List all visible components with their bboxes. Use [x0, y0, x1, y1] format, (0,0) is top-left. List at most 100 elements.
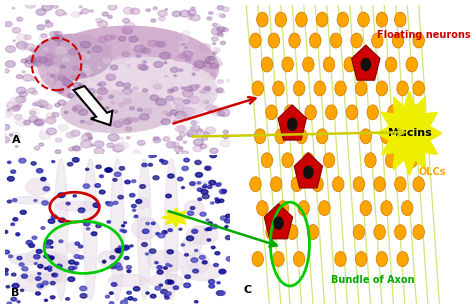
Circle shape	[183, 100, 190, 104]
Circle shape	[32, 59, 42, 66]
Circle shape	[13, 40, 15, 41]
Circle shape	[86, 121, 92, 125]
Circle shape	[66, 202, 70, 205]
Circle shape	[79, 83, 83, 86]
Circle shape	[185, 86, 193, 91]
Circle shape	[114, 111, 118, 113]
Text: A: A	[11, 134, 20, 145]
Circle shape	[133, 287, 140, 291]
Circle shape	[36, 67, 47, 75]
Circle shape	[9, 255, 13, 258]
Circle shape	[205, 56, 216, 64]
Circle shape	[215, 252, 220, 255]
Ellipse shape	[191, 181, 219, 189]
Circle shape	[78, 84, 82, 87]
Circle shape	[5, 61, 15, 67]
Circle shape	[50, 246, 53, 248]
Circle shape	[252, 81, 264, 96]
Circle shape	[332, 177, 344, 192]
Circle shape	[53, 5, 58, 8]
Circle shape	[266, 225, 277, 239]
Circle shape	[146, 253, 148, 255]
Circle shape	[205, 127, 216, 134]
Circle shape	[162, 160, 168, 164]
Circle shape	[59, 240, 63, 243]
Circle shape	[38, 264, 43, 268]
Circle shape	[29, 47, 34, 50]
Circle shape	[133, 87, 137, 90]
Ellipse shape	[83, 159, 97, 300]
Circle shape	[103, 58, 110, 64]
Circle shape	[105, 168, 111, 172]
Circle shape	[394, 12, 406, 27]
Circle shape	[222, 28, 228, 32]
Circle shape	[179, 69, 183, 72]
Circle shape	[3, 69, 9, 73]
Circle shape	[138, 64, 146, 69]
Ellipse shape	[187, 253, 209, 274]
Circle shape	[197, 182, 201, 184]
Circle shape	[293, 251, 305, 266]
Circle shape	[146, 9, 150, 12]
Ellipse shape	[164, 159, 178, 300]
Circle shape	[204, 132, 209, 135]
Circle shape	[13, 218, 18, 221]
Circle shape	[194, 301, 198, 303]
Circle shape	[195, 160, 201, 165]
Circle shape	[365, 57, 376, 72]
Circle shape	[188, 10, 196, 15]
Circle shape	[214, 61, 222, 66]
Circle shape	[22, 44, 26, 47]
Circle shape	[172, 87, 178, 91]
Circle shape	[180, 10, 190, 17]
Circle shape	[37, 284, 43, 288]
Circle shape	[204, 184, 207, 186]
Circle shape	[190, 14, 193, 17]
Circle shape	[66, 132, 75, 138]
Circle shape	[209, 64, 217, 70]
Circle shape	[17, 104, 22, 107]
Circle shape	[113, 121, 123, 127]
Text: Mucins: Mucins	[388, 128, 431, 138]
Circle shape	[408, 105, 420, 120]
Circle shape	[54, 36, 64, 42]
Circle shape	[48, 256, 54, 260]
Ellipse shape	[149, 274, 183, 288]
Circle shape	[284, 105, 296, 120]
Circle shape	[182, 115, 191, 121]
Circle shape	[122, 247, 127, 250]
Circle shape	[2, 111, 12, 118]
Circle shape	[261, 153, 273, 168]
Circle shape	[130, 245, 133, 247]
Circle shape	[16, 96, 26, 103]
Circle shape	[62, 39, 71, 45]
Circle shape	[406, 153, 418, 168]
Circle shape	[132, 180, 136, 183]
Circle shape	[188, 96, 200, 103]
Circle shape	[252, 251, 264, 266]
Circle shape	[187, 211, 194, 215]
Circle shape	[121, 225, 125, 227]
Circle shape	[213, 47, 219, 51]
Circle shape	[351, 33, 362, 48]
Circle shape	[44, 48, 47, 50]
Circle shape	[59, 218, 65, 223]
Circle shape	[123, 18, 129, 23]
Circle shape	[165, 280, 172, 284]
Circle shape	[3, 268, 8, 272]
Circle shape	[275, 12, 286, 27]
Circle shape	[116, 249, 122, 253]
Ellipse shape	[9, 196, 48, 204]
Circle shape	[326, 105, 337, 120]
Circle shape	[209, 106, 220, 113]
Circle shape	[133, 298, 137, 301]
Circle shape	[34, 200, 37, 201]
Circle shape	[69, 147, 74, 151]
Circle shape	[78, 255, 83, 259]
Circle shape	[17, 17, 23, 21]
Circle shape	[61, 65, 65, 68]
Circle shape	[222, 7, 229, 11]
Circle shape	[171, 67, 178, 72]
Circle shape	[45, 299, 47, 301]
Circle shape	[376, 81, 388, 96]
